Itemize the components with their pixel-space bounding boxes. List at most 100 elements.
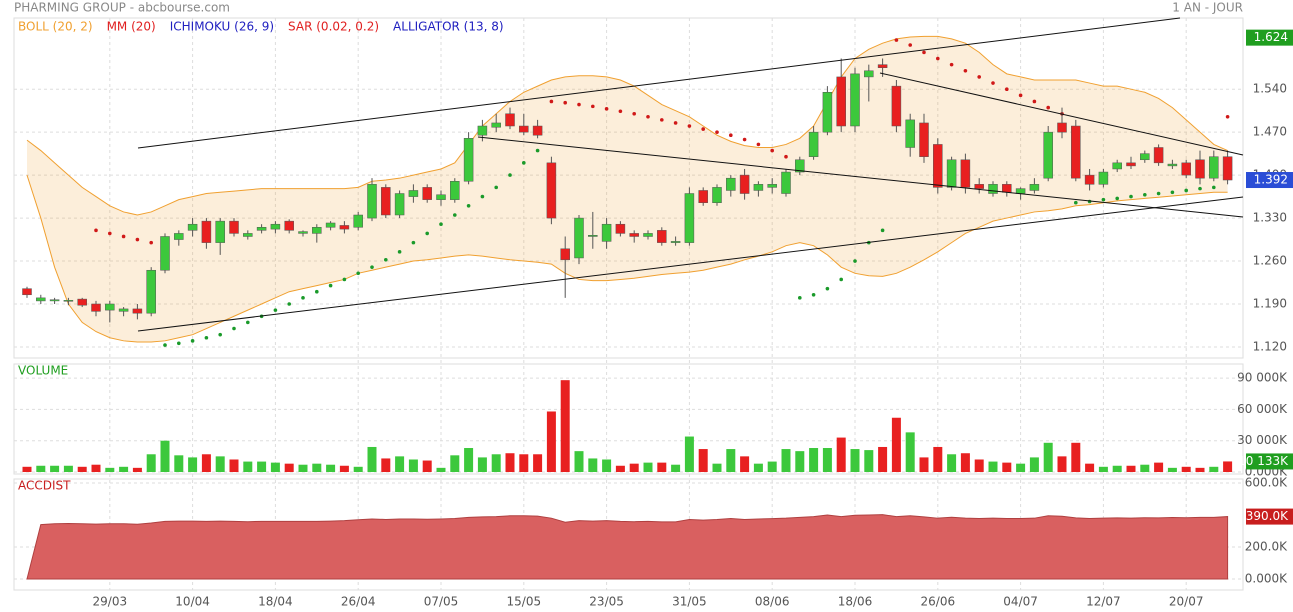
- sar-dot: [936, 56, 940, 61]
- volume-bar: [505, 453, 515, 473]
- candle-body: [312, 227, 322, 234]
- volume-bar: [1016, 463, 1026, 473]
- candle-body: [505, 113, 515, 127]
- sar-dot: [218, 332, 222, 337]
- legend-entry: MM (20): [107, 20, 156, 34]
- x-tick-label: 18/04: [258, 595, 293, 609]
- sar-dot: [742, 137, 747, 142]
- sar-dot: [922, 50, 926, 55]
- volume-bar: [284, 463, 294, 473]
- y-tick-label: 1.190: [1253, 296, 1287, 310]
- candle-body: [712, 187, 722, 203]
- sar-dot: [1018, 93, 1023, 98]
- volume-bar: [188, 457, 198, 473]
- candle-body: [946, 159, 957, 188]
- volume-bar: [201, 454, 211, 473]
- value-marker: [1246, 508, 1293, 525]
- sar-dot: [356, 271, 361, 276]
- period[interactable]: 1 AN - JOUR: [1172, 1, 1243, 15]
- candle-body: [215, 220, 225, 243]
- legend-entry: ALLIGATOR (13, 8): [393, 20, 504, 34]
- sar-dot: [549, 99, 554, 104]
- sar-dot: [328, 283, 333, 288]
- volume-bar: [671, 464, 681, 473]
- candle-body: [726, 177, 736, 191]
- candle-body: [1209, 156, 1219, 179]
- candle-body: [243, 233, 253, 237]
- value-marker: [1246, 453, 1293, 470]
- volume-bar: [477, 457, 487, 473]
- sar-dot: [1198, 186, 1202, 191]
- candle-body: [808, 131, 819, 157]
- candle-body: [657, 230, 667, 243]
- candle-body: [822, 92, 833, 133]
- sar-dot: [977, 75, 981, 79]
- volume-bar: [947, 454, 957, 473]
- candle-body: [1222, 156, 1233, 181]
- volume-bar: [77, 466, 87, 473]
- trendline: [137, 17, 1181, 149]
- candle-body: [229, 220, 239, 234]
- volume-bar: [119, 466, 129, 473]
- sar-dot: [466, 203, 471, 208]
- candle-body: [422, 187, 432, 200]
- sar-dot: [1074, 200, 1078, 205]
- sar-dot: [522, 161, 526, 165]
- volume-bar: [905, 432, 915, 473]
- trendline: [477, 136, 1244, 218]
- main-frame: [13, 17, 1244, 359]
- volume-bar: [1181, 466, 1191, 473]
- panel-title: ACCDIST: [18, 479, 71, 493]
- x-tick-label: 08/06: [755, 595, 790, 609]
- x-tick-label: 18/06: [838, 595, 873, 609]
- volume-bar: [822, 448, 832, 473]
- volume-bar: [726, 449, 736, 473]
- candle-body: [394, 193, 405, 216]
- candle-body: [1002, 184, 1012, 193]
- y-tick-label: 1.260: [1253, 254, 1287, 268]
- candle-body: [919, 122, 929, 157]
- candle-body: [1126, 162, 1136, 167]
- volume-bar: [1140, 464, 1150, 473]
- value-marker: [1246, 172, 1293, 189]
- sar-dot: [770, 148, 774, 153]
- volume-bar: [243, 461, 253, 473]
- sar-dot: [963, 68, 968, 73]
- sar-dot: [397, 250, 402, 254]
- sar-dot: [1212, 185, 1216, 190]
- sar-dot: [715, 130, 719, 134]
- candle-body: [298, 231, 308, 234]
- y-tick-label: 0.000K: [1245, 571, 1288, 585]
- sar-dot: [453, 213, 457, 217]
- volume-bar: [657, 462, 667, 473]
- candle-body: [477, 125, 488, 136]
- candle-body: [753, 184, 764, 191]
- bollinger-line: [26, 174, 1228, 343]
- sar-dot: [756, 142, 761, 147]
- candle-body: [22, 288, 32, 296]
- panel-title: VOLUME: [18, 364, 68, 378]
- bollinger-fill: [27, 36, 1228, 343]
- volume-bar: [891, 417, 901, 473]
- candle-body: [325, 222, 336, 228]
- candle-body: [601, 223, 612, 242]
- volume-bar: [36, 465, 46, 473]
- candle-body: [132, 308, 143, 314]
- candle-body: [629, 233, 639, 237]
- sar-dot: [315, 289, 319, 294]
- sar-dot: [894, 38, 899, 42]
- candle-body: [339, 225, 350, 230]
- y-tick-label: 60 000K: [1237, 402, 1288, 416]
- volume-bar: [740, 456, 750, 473]
- sar-dot: [1101, 197, 1106, 202]
- y-tick-label: 1.540: [1253, 82, 1287, 96]
- candle-body: [1015, 188, 1026, 194]
- candle-body: [574, 217, 584, 259]
- volume-bar: [146, 454, 156, 473]
- sar-dot: [798, 296, 802, 300]
- volume-bar: [395, 456, 405, 473]
- candle-body: [1043, 131, 1053, 179]
- volume-bar: [339, 465, 349, 473]
- sar-dot: [1005, 87, 1009, 91]
